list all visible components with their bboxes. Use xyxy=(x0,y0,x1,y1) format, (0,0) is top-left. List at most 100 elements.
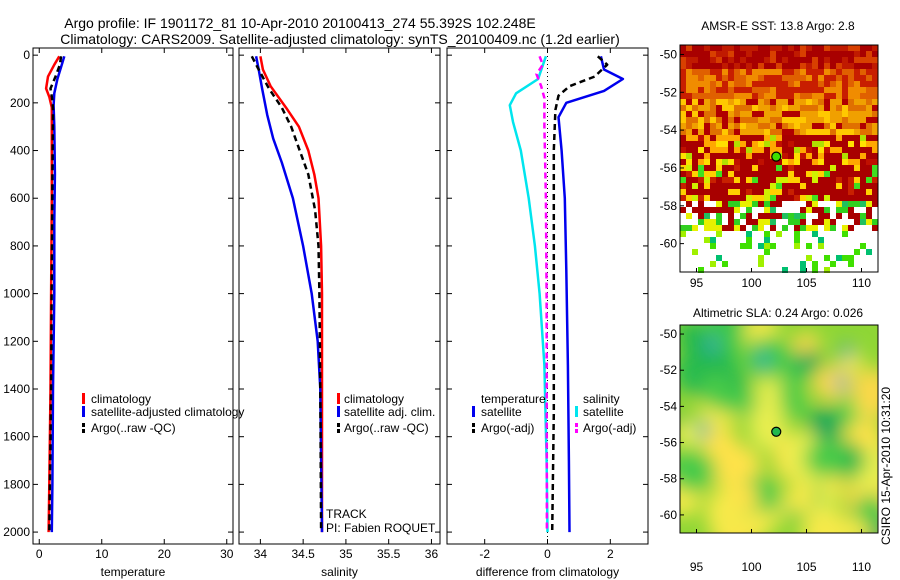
sst-cell xyxy=(764,87,770,93)
sst-cell xyxy=(734,87,740,93)
sst-cell xyxy=(680,135,686,141)
sla-blob xyxy=(787,479,816,515)
sst-cell xyxy=(680,45,686,51)
sst-cell xyxy=(848,117,854,123)
legend-swatch-argo-b xyxy=(82,429,85,433)
sst-cell xyxy=(704,213,710,219)
sst-cell xyxy=(692,189,698,195)
sst-cell xyxy=(692,195,698,201)
sst-cell xyxy=(788,159,794,165)
legend-swatch-sal-argo-a xyxy=(575,423,578,427)
sst-cell xyxy=(728,159,734,165)
sst-cell xyxy=(752,51,758,57)
sst-cell xyxy=(728,51,734,57)
sst-cell xyxy=(746,63,752,69)
sst-cell xyxy=(782,159,788,165)
sst-cell xyxy=(740,195,746,201)
sst-cell xyxy=(710,225,716,231)
sst-cell xyxy=(764,57,770,63)
sst-cell xyxy=(824,51,830,57)
sst-cell xyxy=(710,243,716,249)
sst-cell xyxy=(746,135,752,141)
sst-cell xyxy=(776,51,782,57)
sst-cell xyxy=(770,177,776,183)
sst-cell xyxy=(758,141,764,147)
sst-cell xyxy=(788,105,794,111)
sst-cell xyxy=(770,63,776,69)
sst-cell xyxy=(680,141,686,147)
sst-cell xyxy=(848,45,854,51)
sst-cell xyxy=(830,111,836,117)
sst-cell xyxy=(704,207,710,213)
sst-cell xyxy=(746,159,752,165)
series-line-salinity-argo-adj- xyxy=(535,55,549,533)
sst-cell xyxy=(818,51,824,57)
sst-cell xyxy=(854,177,860,183)
x-tick-label: 35 xyxy=(339,547,353,561)
sst-cell xyxy=(740,159,746,165)
sst-cell xyxy=(722,105,728,111)
sst-cell xyxy=(794,189,800,195)
sst-cell xyxy=(698,63,704,69)
sst-cell xyxy=(764,105,770,111)
sst-cell xyxy=(686,135,692,141)
sst-cell xyxy=(848,135,854,141)
sst-cell xyxy=(836,201,842,207)
sst-cell xyxy=(860,177,866,183)
sst-cell xyxy=(680,177,686,183)
sst-cell xyxy=(818,177,824,183)
sst-cell xyxy=(698,105,704,111)
sst-cell xyxy=(776,105,782,111)
sst-cell xyxy=(680,195,686,201)
sst-cell xyxy=(752,105,758,111)
sst-cell xyxy=(752,147,758,153)
sst-cell xyxy=(830,81,836,87)
sla-axes: 95 100 105 110 -50 -52 -54 -56 -58 -60 xyxy=(660,324,879,574)
sst-cell xyxy=(686,141,692,147)
sst-cell xyxy=(764,243,770,249)
legend-group-title-temperature: temperature xyxy=(481,392,546,406)
sst-cell xyxy=(704,87,710,93)
sla-blob xyxy=(778,376,801,403)
sst-cell xyxy=(704,141,710,147)
sst-cell xyxy=(710,153,716,159)
sst-cell xyxy=(806,75,812,81)
sst-cell xyxy=(842,147,848,153)
sst-cell xyxy=(800,165,806,171)
sst-cell xyxy=(782,267,788,273)
sst-cell xyxy=(818,147,824,153)
sst-cell xyxy=(794,219,800,225)
sst-cell xyxy=(686,105,692,111)
sst-cell xyxy=(746,81,752,87)
sst-cell xyxy=(866,195,872,201)
sst-cell xyxy=(842,135,848,141)
sst-cell xyxy=(698,93,704,99)
sla-blob xyxy=(748,399,786,451)
sst-cell xyxy=(872,57,878,63)
sst-cell xyxy=(698,153,704,159)
series-line-argo-raw-qc- xyxy=(250,55,323,533)
sst-cell xyxy=(758,177,764,183)
sst-cell xyxy=(764,189,770,195)
sst-cell xyxy=(740,81,746,87)
sst-cell xyxy=(824,213,830,219)
sst-cell xyxy=(776,189,782,195)
sst-cell xyxy=(842,129,848,135)
sst-cell xyxy=(710,63,716,69)
sst-cell xyxy=(806,129,812,135)
sst-cell xyxy=(734,183,740,189)
sst-cell xyxy=(734,147,740,153)
sst-cell xyxy=(752,99,758,105)
sst-cell xyxy=(800,123,806,129)
sst-cell xyxy=(752,165,758,171)
sst-cell xyxy=(836,195,842,201)
sst-cell xyxy=(710,183,716,189)
sst-cell xyxy=(686,183,692,189)
series-line-climatology xyxy=(259,56,324,533)
sst-cell xyxy=(770,171,776,177)
sst-cell xyxy=(692,177,698,183)
sst-cell xyxy=(872,141,878,147)
legend-label-climatology: climatology xyxy=(91,392,151,406)
sst-cell xyxy=(758,183,764,189)
sst-cell xyxy=(848,213,854,219)
